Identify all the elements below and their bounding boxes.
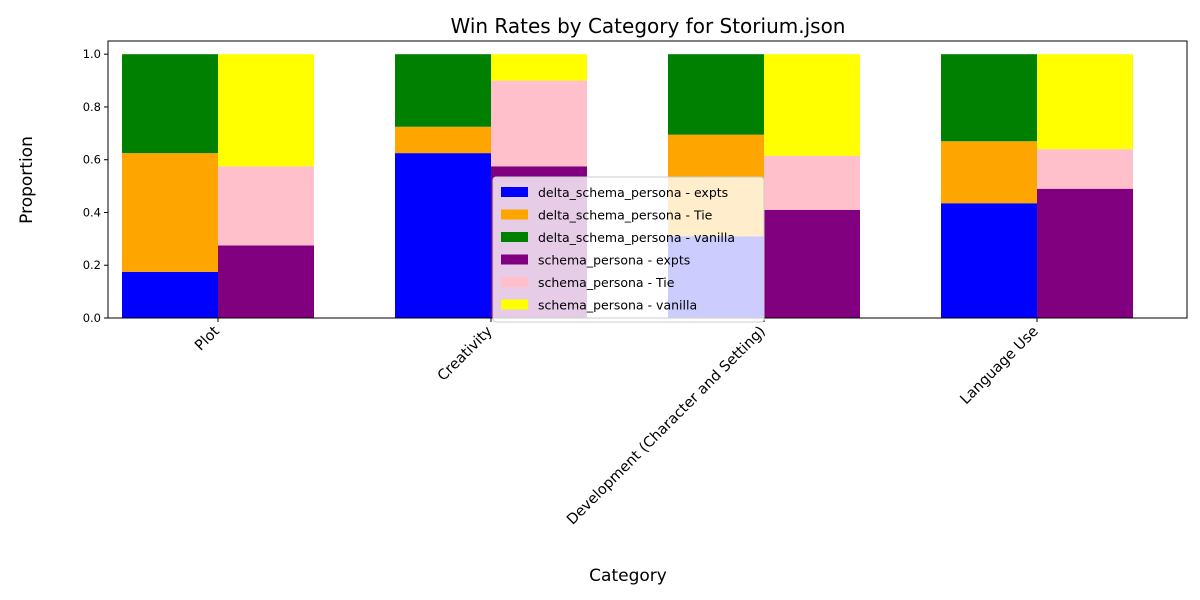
legend-swatch (501, 232, 528, 242)
chart-title: Win Rates by Category for Storium.json (451, 14, 846, 38)
y-tick-label: 0.8 (83, 100, 101, 114)
legend-label: schema_persona - expts (538, 253, 690, 268)
y-tick-label: 0.2 (83, 258, 101, 272)
legend-label: schema_persona - vanilla (538, 298, 697, 313)
legend-swatch (501, 254, 528, 265)
bar-schema-persona-s1-c2 (764, 155, 860, 210)
bar-delta-schema-persona-s2-c3 (941, 54, 1037, 142)
y-tick-label: 0.0 (83, 311, 101, 325)
bar-schema-persona-s1-c1 (491, 80, 587, 167)
bar-delta-schema-persona-s2-c2 (668, 54, 764, 135)
legend-label: delta_schema_persona - Tie (538, 208, 713, 223)
bar-schema-persona-s2-c1 (491, 54, 587, 81)
bar-schema-persona-s1-c3 (1037, 149, 1133, 189)
bar-delta-schema-persona-s1-c3 (941, 141, 1037, 204)
y-tick-label: 0.4 (83, 205, 101, 219)
legend-swatch (501, 209, 528, 220)
y-tick-label: 0.6 (83, 153, 101, 167)
bar-schema-persona-s2-c2 (764, 54, 860, 156)
bar-delta-schema-persona-s0-c1 (395, 153, 491, 318)
legend-swatch (501, 187, 528, 197)
y-axis-title: Proportion (17, 136, 37, 224)
bar-schema-persona-s1-c0 (218, 166, 314, 246)
legend-swatch (501, 277, 528, 287)
x-tick-label: Language Use (957, 323, 1041, 407)
bar-schema-persona-s0-c0 (218, 245, 314, 318)
legend-label: delta_schema_persona - vanilla (538, 230, 735, 245)
bar-delta-schema-persona-s0-c0 (122, 271, 218, 318)
bar-schema-persona-s0-c3 (1037, 188, 1133, 318)
bar-delta-schema-persona-s1-c1 (395, 126, 491, 154)
x-tick-label: Development (Character and Setting) (564, 324, 769, 529)
x-tick-label: Plot (192, 323, 223, 354)
bar-delta-schema-persona-s2-c0 (122, 54, 218, 154)
bar-delta-schema-persona-s2-c1 (395, 54, 491, 127)
bar-schema-persona-s2-c3 (1037, 54, 1133, 150)
bar-delta-schema-persona-s0-c3 (941, 203, 1037, 318)
y-tick-label: 1.0 (83, 47, 101, 61)
bar-schema-persona-s0-c2 (764, 209, 860, 318)
bar-schema-persona-s2-c0 (218, 54, 314, 167)
legend-swatch (501, 299, 528, 310)
legend: delta_schema_persona - expts delta_schema… (492, 176, 765, 323)
x-axis-title: Category (589, 566, 667, 586)
bar-delta-schema-persona-s1-c0 (122, 153, 218, 272)
legend-label: schema_persona - Tie (538, 275, 675, 290)
x-tick-label: Creativity (435, 323, 496, 384)
legend-label: delta_schema_persona - expts (538, 185, 728, 200)
legend-box (492, 176, 765, 323)
